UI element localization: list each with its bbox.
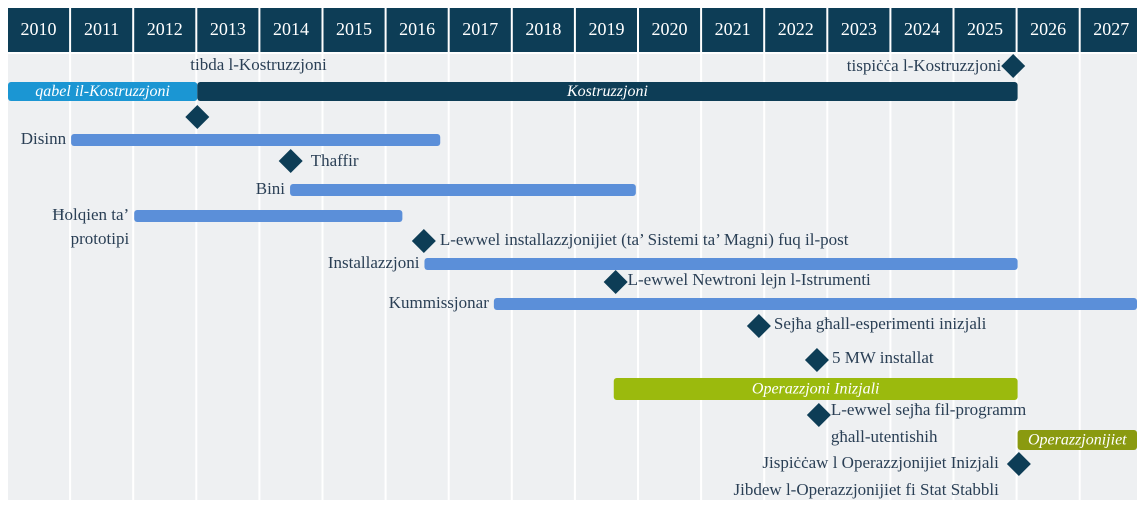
- milestone-label: Thaffir: [311, 151, 359, 170]
- year-label: 2015: [336, 19, 372, 39]
- milestone: [806, 403, 831, 427]
- bar: [134, 210, 403, 222]
- bar: [290, 184, 636, 196]
- year-header: [8, 8, 70, 52]
- year-label: 2016: [399, 19, 435, 39]
- year-header: [891, 8, 953, 52]
- year-label: 2021: [715, 19, 751, 39]
- year-header: [512, 8, 574, 52]
- bar-label: Operazzjonijiet: [1028, 432, 1127, 449]
- year-header: [828, 8, 890, 52]
- bar: [1017, 430, 1137, 450]
- year-header: [71, 8, 133, 52]
- year-header: [323, 8, 385, 52]
- milestone-label: L-ewwel installazzjonijiet (ta’ Sistemi …: [440, 230, 849, 249]
- year-label: 2018: [525, 19, 561, 39]
- milestone: [603, 270, 628, 294]
- bar: [424, 258, 1018, 270]
- year-header: [639, 8, 701, 52]
- bar: [493, 298, 1137, 310]
- year-header: [260, 8, 322, 52]
- year-label: 2012: [147, 19, 183, 39]
- bar: [71, 134, 441, 146]
- milestone-label: Jibdew l-Operazzjonijiet fi Stat Stabbli: [734, 480, 1000, 499]
- milestone-label: Jispiċċaw l Operazzjonijiet Inizjali: [762, 453, 999, 472]
- year-label: 2022: [778, 19, 814, 39]
- milestone-label: għall-utentishih: [831, 427, 938, 446]
- background: [8, 54, 1137, 500]
- year-label: 2023: [841, 19, 877, 39]
- year-label: 2014: [273, 19, 309, 39]
- bar-label: Ħolqien ta’: [52, 205, 129, 224]
- bar-label: Installazzjoni: [328, 253, 420, 272]
- milestone-label: L-ewwel Newtroni lejn l-Istrumenti: [628, 270, 871, 289]
- year-header: [954, 8, 1016, 52]
- milestone-label: L-ewwel sejħa fil-programm: [831, 400, 1026, 419]
- year-label: 2019: [588, 19, 624, 39]
- bar: [197, 82, 1018, 101]
- bar-label: Operazzjoni Inizjali: [752, 381, 880, 398]
- milestone: [185, 105, 210, 129]
- milestone-label: 5 MW installat: [832, 348, 934, 367]
- year-header: [197, 8, 259, 52]
- year-header: [386, 8, 448, 52]
- bar-label: qabel il-Kostruzzjoni: [35, 83, 170, 100]
- year-label: 2024: [904, 19, 940, 39]
- year-header: [1017, 8, 1079, 52]
- milestone: [1001, 54, 1026, 78]
- milestone: [411, 229, 436, 253]
- year-header: [134, 8, 196, 52]
- year-header: [449, 8, 511, 52]
- milestone: [1006, 452, 1031, 476]
- bar-label: Kummissjonar: [389, 293, 489, 312]
- year-header: [702, 8, 764, 52]
- milestone: [746, 314, 771, 338]
- milestone-label: tispiċċa l-Kostruzzjoni: [847, 56, 1002, 75]
- year-label: 2025: [967, 19, 1003, 39]
- milestone: [804, 348, 829, 372]
- year-label: 2027: [1093, 19, 1129, 39]
- year-label: 2010: [21, 19, 57, 39]
- bar-label: Disinn: [21, 129, 67, 148]
- bar-label: Bini: [256, 179, 286, 198]
- milestone-label: tibda l-Kostruzzjoni: [190, 55, 327, 74]
- year-label: 2017: [462, 19, 498, 39]
- year-header: [1080, 8, 1137, 52]
- year-label: 2026: [1030, 19, 1066, 39]
- bar-label: Kostruzzjoni: [566, 83, 648, 100]
- year-header: [765, 8, 827, 52]
- bar: [613, 378, 1018, 400]
- bar: [8, 82, 198, 101]
- year-label: 2020: [652, 19, 688, 39]
- bar-label: prototipi: [71, 229, 130, 248]
- milestone-label: Sejħa għall-esperimenti inizjali: [774, 314, 987, 333]
- milestone: [278, 149, 303, 173]
- year-label: 2013: [210, 19, 246, 39]
- year-label: 2011: [84, 19, 119, 39]
- year-header: [575, 8, 637, 52]
